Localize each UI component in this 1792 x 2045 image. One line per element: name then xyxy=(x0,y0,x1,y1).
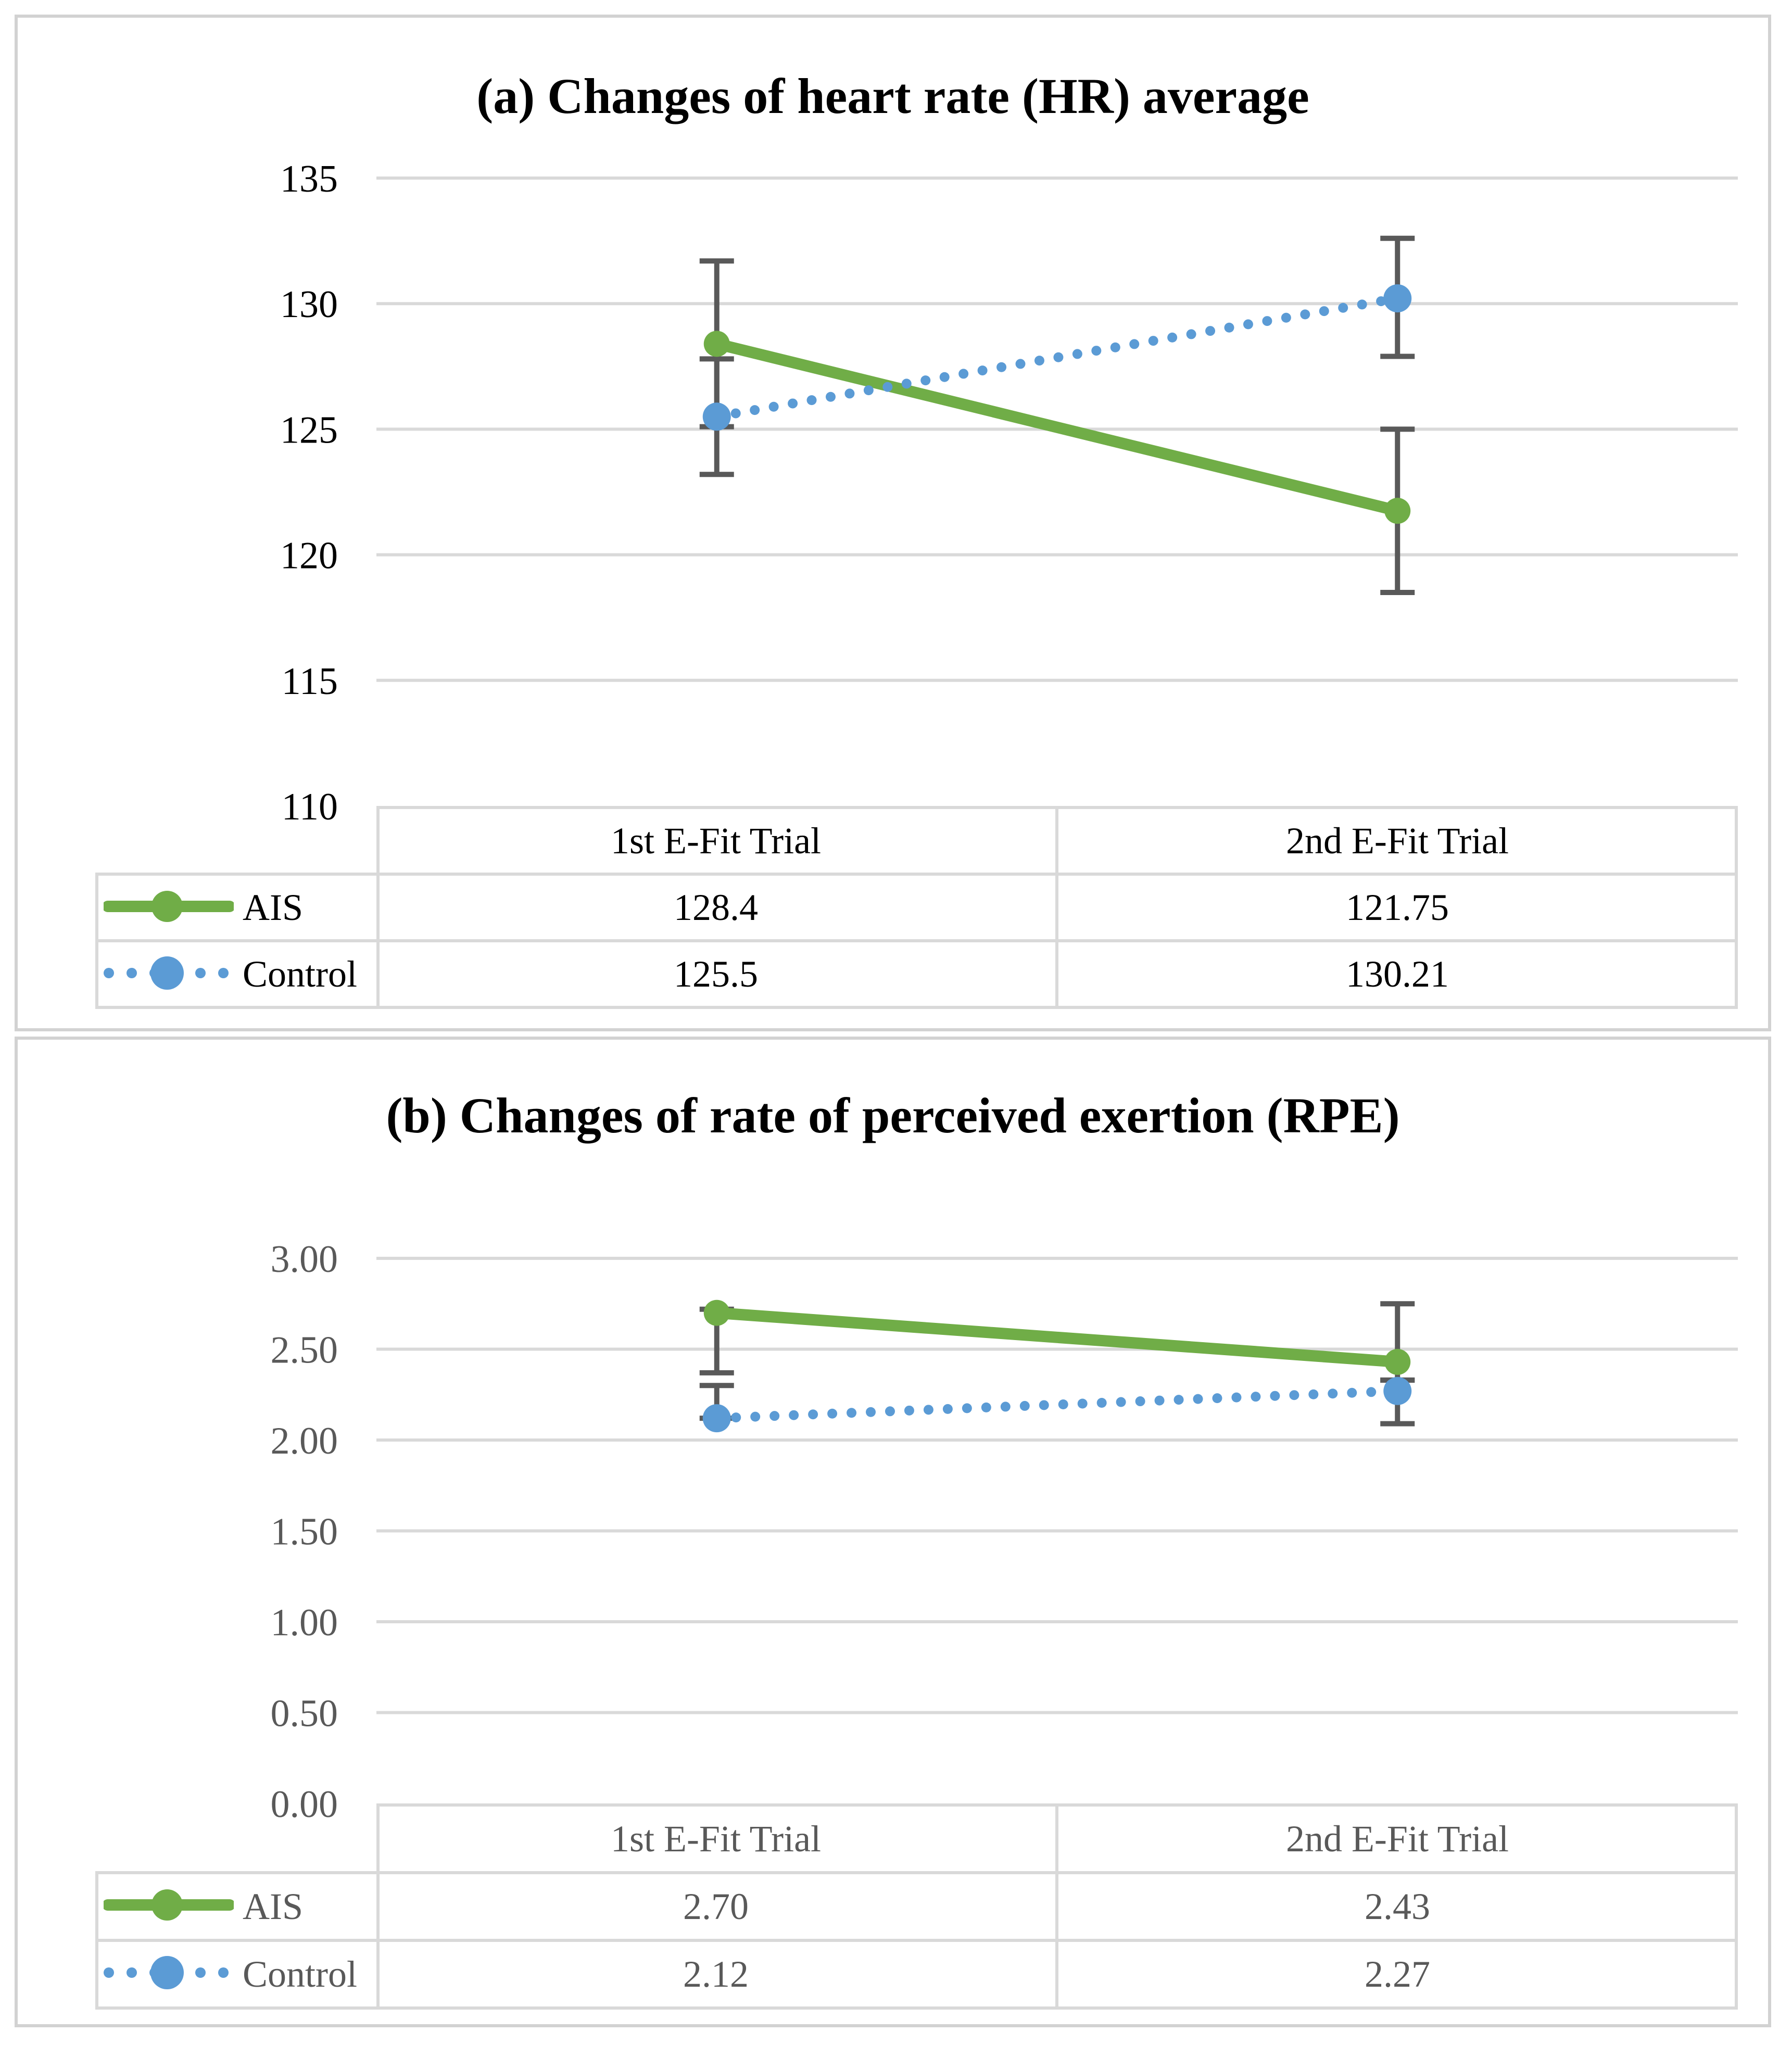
data-point-marker xyxy=(702,1404,731,1433)
table-border xyxy=(1735,1803,1738,2010)
ais-legend-key-icon xyxy=(104,1889,234,1921)
y-axis-tick-label: 0.50 xyxy=(271,1693,338,1735)
control-legend-key-icon xyxy=(104,1956,234,1989)
table-border xyxy=(95,1939,1738,1942)
panel-heart-rate-chart: (a) Changes of heart rate (HR) average 1… xyxy=(15,15,1771,1031)
table-border xyxy=(376,1803,380,2010)
chart-b-title: (b) Changes of rate of perceived exertio… xyxy=(386,1087,1400,1143)
y-axis-tick-label: 1.50 xyxy=(271,1511,338,1554)
y-axis-tick-label: 110 xyxy=(282,786,338,828)
table-border xyxy=(95,873,1738,876)
table-border xyxy=(95,939,1738,942)
ais-key-marker xyxy=(152,891,183,922)
rpe-line-chart: 3.00 2.50 2.00 1.50 1.00 0.50 0.00 xyxy=(271,1238,1738,1826)
y-axis-tick-label: 130 xyxy=(280,283,338,326)
table-border xyxy=(1055,806,1058,1009)
ais-series-line xyxy=(715,338,1399,516)
table-a-header-col1: 1st E-Fit Trial xyxy=(610,819,822,862)
data-point-marker xyxy=(1383,284,1412,313)
table-a-header-col2: 2nd E-Fit Trial xyxy=(1285,819,1509,862)
table-a-row-label-control: Control xyxy=(243,953,358,995)
y-axis-tick-label: 125 xyxy=(280,409,338,451)
y-axis-tick-label: 135 xyxy=(280,158,338,200)
table-border xyxy=(376,806,380,1009)
table-border xyxy=(95,1871,98,2010)
table-b-control-value-2: 2.27 xyxy=(1365,1953,1430,1995)
heart-rate-line-chart: 135 130 125 120 115 110 xyxy=(280,158,1738,828)
y-axis-tick-label: 0.00 xyxy=(271,1783,338,1826)
ais-legend-key-icon xyxy=(104,891,234,922)
table-b-header-col1: 1st E-Fit Trial xyxy=(610,1817,822,1860)
table-a-control-value-1: 125.5 xyxy=(674,953,758,995)
control-series-line xyxy=(712,293,1403,422)
y-axis-tick-label: 3.00 xyxy=(271,1238,338,1281)
table-border xyxy=(95,1006,1738,1009)
table-border xyxy=(1055,1803,1058,2010)
data-point-marker xyxy=(1383,1377,1412,1405)
table-a-ais-value-2: 121.75 xyxy=(1346,886,1449,928)
control-key-marker xyxy=(150,956,184,990)
data-point-marker xyxy=(1384,1348,1411,1375)
table-border xyxy=(95,2006,1738,2010)
y-axis-tick-label: 1.00 xyxy=(271,1601,338,1644)
y-axis-tick-label: 115 xyxy=(282,660,338,703)
chart-a-title: (a) Changes of heart rate (HR) average xyxy=(476,68,1309,124)
table-b-ais-value-2: 2.43 xyxy=(1365,1885,1430,1927)
ais-key-marker xyxy=(152,1889,183,1921)
panel-rpe-chart: (b) Changes of rate of perceived exertio… xyxy=(15,1037,1771,2027)
ais-series-line xyxy=(716,1307,1398,1368)
data-point-marker xyxy=(702,402,731,431)
control-legend-key-icon xyxy=(104,956,234,990)
data-point-marker xyxy=(703,331,730,357)
table-a-ais-value-1: 128.4 xyxy=(674,886,758,928)
table-b-control-value-1: 2.12 xyxy=(683,1953,749,1995)
control-series-line xyxy=(712,1386,1403,1423)
table-b-row-label-control: Control xyxy=(243,1953,358,1995)
y-axis-tick-label: 2.00 xyxy=(271,1420,338,1462)
y-axis-tick-label: 2.50 xyxy=(271,1329,338,1372)
table-border xyxy=(95,873,98,1009)
table-a-control-value-2: 130.21 xyxy=(1346,953,1449,995)
control-key-marker xyxy=(150,1956,184,1989)
data-point-marker xyxy=(703,1299,730,1326)
table-border xyxy=(1735,806,1738,1009)
data-point-marker xyxy=(1384,498,1411,524)
table-border xyxy=(95,1871,1738,1874)
table-b-ais-value-1: 2.70 xyxy=(683,1885,749,1927)
table-a-row-label-ais: AIS xyxy=(243,886,304,928)
table-b-header-col2: 2nd E-Fit Trial xyxy=(1285,1817,1509,1860)
table-b-row-label-ais: AIS xyxy=(243,1885,304,1927)
y-axis-tick-label: 120 xyxy=(280,535,338,577)
